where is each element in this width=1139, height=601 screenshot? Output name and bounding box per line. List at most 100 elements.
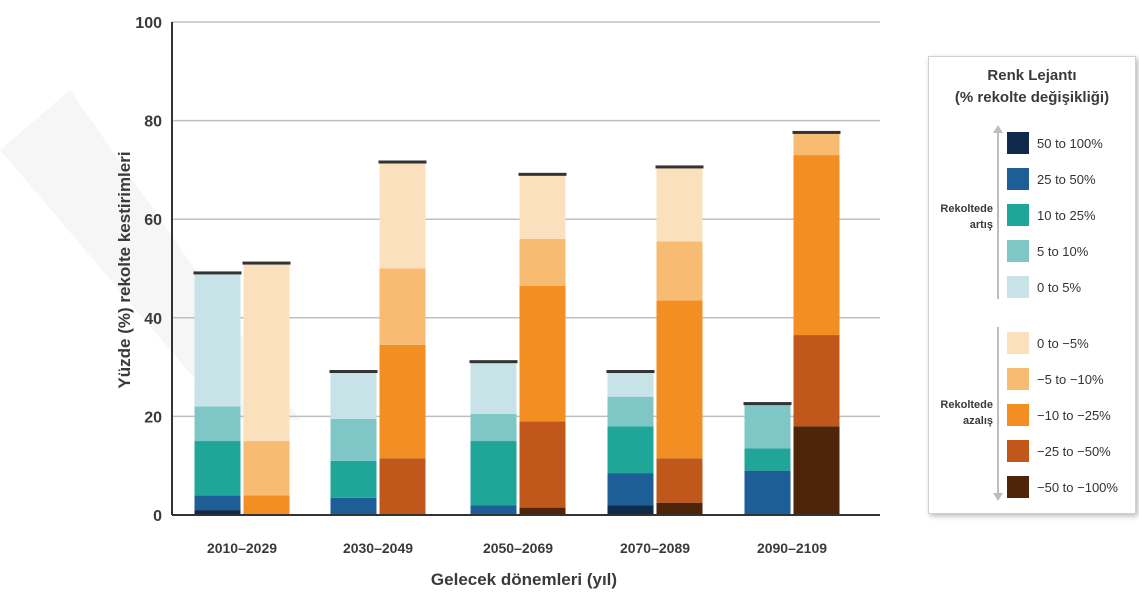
increase-arrow-icon [993,125,1003,299]
legend-label: 5 to 10% [1037,243,1089,259]
stacked-bar-chart: 0 20 40 60 80 100 2010–2029 2030–2049 2050–2069 2… [115,15,880,589]
bar-segment [379,344,426,459]
legend-label: −25 to −50% [1037,443,1111,459]
legend-swatch [1007,476,1029,498]
legend-item: 0 to −5% [1007,329,1089,357]
decrease-label-line2: azalış [963,415,993,427]
legend-label: −50 to −100% [1037,479,1118,495]
bar-segment [379,458,426,515]
bar-segment [793,155,840,336]
legend-swatch [1007,168,1029,190]
bar-cap [469,360,518,364]
bar-cap [242,261,291,265]
bars [193,130,841,515]
x-tick-label: 2050–2069 [483,540,553,556]
bar-cap [655,165,704,169]
legend-label: 0 to −5% [1037,335,1089,351]
increase-group-label: Rekoltede artış [931,201,993,233]
bar-segment [194,441,241,496]
legend-label: −10 to −25% [1037,407,1111,423]
bar-segment [470,505,517,515]
bar-segment [656,502,703,515]
legend-swatch [1007,332,1029,354]
bar-segment [243,263,290,442]
bar-segment [194,406,241,442]
legend-swatch [1007,132,1029,154]
bar-segment [744,404,791,449]
increase-label-line2: artış [969,219,993,231]
decrease-arrow-icon [993,327,1003,501]
legend-swatch [1007,440,1029,462]
bar-segment [470,362,517,414]
legend-item: 50 to 100% [1007,129,1103,157]
bar-cap [329,370,378,374]
legend-swatch [1007,276,1029,298]
color-legend: Renk Lejantı (% rekolte değişikliği) Rek… [928,56,1136,514]
bar-segment [656,458,703,503]
x-tick-label: 2010–2029 [207,540,277,556]
bar-segment [519,507,566,515]
y-tick-label: 60 [144,212,162,229]
legend-subtitle: (% rekolte değişikliği) [954,89,1110,106]
bar-segment [379,162,426,269]
bar-segment [330,497,377,515]
y-axis-title: Yüzde (%) rekolte kestirimleri [115,151,134,388]
bar-segment [194,510,241,515]
y-tick-label: 20 [144,409,162,426]
legend-item: −5 to −10% [1007,365,1104,393]
bar-segment [793,335,840,427]
bar-segment [243,441,290,496]
bar-cap [792,130,841,134]
bar-segment [330,418,377,461]
legend-swatch [1007,204,1029,226]
legend-item: −50 to −100% [1007,473,1118,501]
bar-segment [656,300,703,459]
bar-cap [743,402,792,406]
bar-segment [519,238,566,286]
legend-item: 25 to 50% [1007,165,1096,193]
increase-label-line1: Rekoltede [940,203,993,215]
legend-title: Renk Lejantı [987,67,1077,84]
axes: 0 20 40 60 80 100 2010–2029 2030–2049 2050–2069 2… [135,15,880,556]
x-tick-label: 2070–2089 [620,540,690,556]
bar-segment [607,473,654,506]
bar-segment [379,268,426,345]
bar-cap [193,271,242,275]
bar-segment [330,372,377,419]
legend-swatch [1007,368,1029,390]
legend-swatch [1007,240,1029,262]
bar-segment [607,426,654,474]
decrease-group-label: Rekoltede azalış [931,397,993,429]
bar-segment [243,495,290,515]
bar-segment [470,413,517,442]
bar-segment [519,285,566,422]
bar-segment [330,460,377,498]
legend-item: 5 to 10% [1007,237,1088,265]
bar-cap [518,172,567,176]
legend-label: 10 to 25% [1037,207,1096,223]
bar-segment [793,132,840,156]
bar-segment [656,167,703,242]
bar-cap [378,160,427,164]
x-axis-title: Gelecek dönemleri (yıl) [431,570,617,589]
bar-segment [744,448,791,471]
legend-item: 0 to 5% [1007,273,1081,301]
bar-segment [194,495,241,511]
bar-segment [519,174,566,239]
x-tick-label: 2090–2109 [757,540,827,556]
legend-item: 10 to 25% [1007,201,1096,229]
bar-segment [607,505,654,515]
bar-segment [519,421,566,508]
y-tick-label: 40 [144,311,162,328]
bar-segment [656,241,703,301]
bar-segment [607,372,654,397]
legend-swatch [1007,404,1029,426]
legend-item: −25 to −50% [1007,437,1111,465]
bar-segment [793,426,840,515]
legend-label: −5 to −10% [1037,371,1104,387]
bar-cap [606,370,655,374]
bar-segment [470,441,517,506]
bar-segment [607,396,654,427]
legend-label: 25 to 50% [1037,171,1096,187]
decrease-label-line1: Rekoltede [940,399,993,411]
